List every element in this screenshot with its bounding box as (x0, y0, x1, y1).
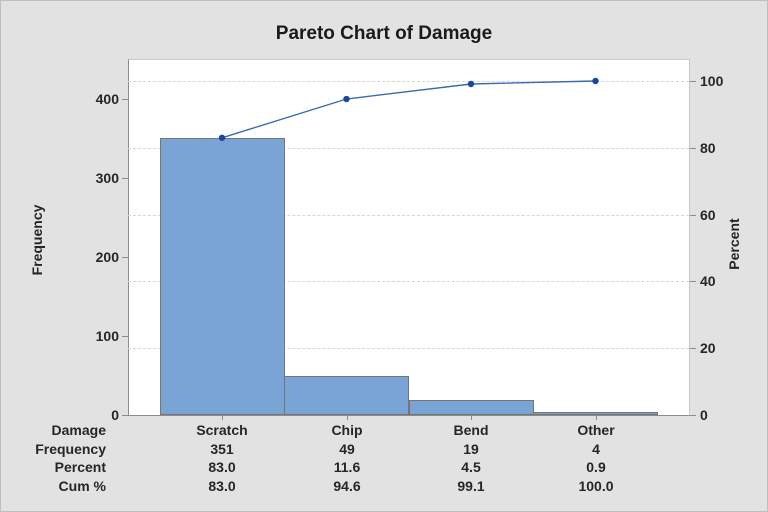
table-value: 4.5 (461, 459, 481, 475)
percent-gridline (128, 81, 689, 82)
cumulative-point-scratch (218, 134, 226, 141)
right-axis-tick-label: 60 (700, 207, 716, 223)
percent-gridline (128, 348, 689, 349)
right-axis-tick-label: 0 (700, 407, 708, 423)
table-value: 99.1 (457, 478, 485, 494)
cumulative-point-bend (467, 80, 475, 88)
cumulative-point-chip (343, 95, 350, 103)
table-value: 11.6 (333, 459, 361, 475)
x-axis-tick (596, 416, 597, 420)
table-value: Chip (331, 422, 363, 438)
table-value: 0.9 (586, 459, 606, 475)
percent-gridline (128, 281, 689, 282)
table-value: 49 (339, 441, 355, 457)
table-value: 83.0 (208, 478, 236, 494)
table-value: 83.0 (208, 459, 236, 475)
right-axis-tick-label: 80 (700, 140, 716, 156)
table-value: 94.6 (333, 478, 361, 494)
left-axis-tick-label: 200 (95, 249, 119, 265)
pareto-bar-other (533, 412, 658, 415)
x-axis-tick (471, 416, 472, 420)
right-axis-tick-label: 40 (700, 273, 716, 289)
left-axis-tick (122, 99, 128, 100)
table-row-label: Damage (51, 422, 106, 438)
left-axis-tick-label: 0 (111, 407, 119, 423)
percent-gridline (128, 215, 689, 216)
table-value: Scratch (196, 422, 248, 438)
pareto-bar-chip (284, 376, 409, 415)
right-axis-tick (690, 215, 696, 216)
chart-title: Pareto Chart of Damage (275, 23, 493, 44)
right-axis-tick (690, 81, 696, 82)
table-row-label: Frequency (35, 441, 106, 457)
left-axis-tick (122, 415, 128, 416)
right-axis-tick-label: 100 (700, 73, 724, 89)
pareto-bar-bend (409, 400, 534, 415)
right-axis-tick (690, 415, 696, 416)
cumulative-percent-line (218, 77, 599, 141)
table-row-label: Cum % (58, 478, 106, 494)
table-value: 19 (463, 441, 479, 457)
left-axis-tick-label: 300 (95, 170, 119, 186)
right-axis-tick-label: 20 (700, 340, 716, 356)
right-axis-tick (690, 348, 696, 349)
x-axis-tick (347, 416, 348, 420)
table-value: 351 (210, 441, 234, 457)
cumulative-point-other (592, 77, 599, 85)
x-axis-tick (222, 416, 223, 420)
left-axis-tick (122, 336, 128, 337)
left-axis-tick (122, 178, 128, 179)
pareto-bar-scratch (160, 138, 285, 415)
table-row-label: Percent (54, 459, 106, 475)
percent-gridline (128, 148, 689, 149)
left-axis-tick (122, 257, 128, 258)
right-axis-tick (690, 281, 696, 282)
right-axis-tick (690, 148, 696, 149)
y-axis-title-frequency: Frequency (29, 204, 45, 276)
table-value: Other (577, 422, 615, 438)
table-value: 4 (592, 441, 600, 457)
left-axis-tick-label: 100 (95, 328, 119, 344)
table-value: Bend (453, 422, 489, 438)
cumulative-line-path (221, 80, 596, 139)
left-axis-tick-label: 400 (95, 91, 119, 107)
table-value: 100.0 (578, 478, 614, 494)
